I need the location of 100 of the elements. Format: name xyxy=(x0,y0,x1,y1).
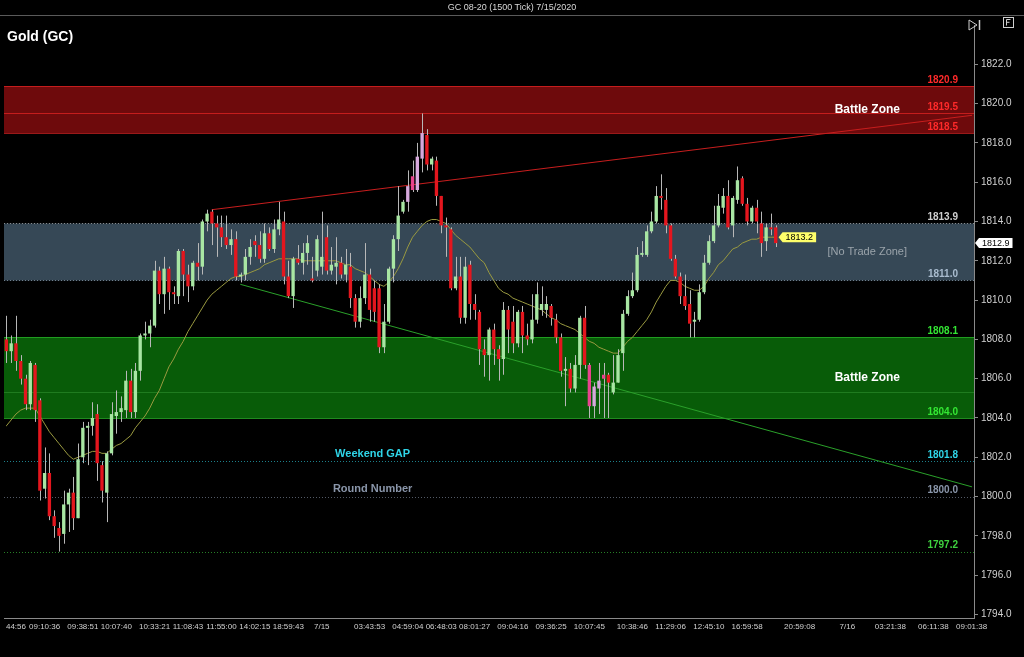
x-tick-label: 10:07:45 xyxy=(573,622,606,632)
candlestick xyxy=(549,303,553,327)
candlestick xyxy=(625,289,630,317)
x-tick-label: 12:45:10 xyxy=(693,622,725,632)
candlestick xyxy=(9,334,13,364)
candlestick xyxy=(272,219,276,254)
y-tick-label: 1814.0 xyxy=(981,215,1013,227)
y-tick-label: 1800.0 xyxy=(981,490,1013,502)
candlestick xyxy=(678,272,682,305)
ref-line-label: 1804.0 xyxy=(927,405,959,417)
x-tick-label: 10:33:21 xyxy=(138,622,171,632)
candlestick xyxy=(214,215,219,258)
x-tick-label: 14:02:15 xyxy=(239,622,271,632)
x-tick-label: 11:29:06 xyxy=(655,622,687,632)
x-tick-label: 11:55:00 xyxy=(206,622,238,632)
candlestick xyxy=(602,362,606,419)
candlestick xyxy=(673,254,678,279)
candlestick xyxy=(219,215,224,248)
x-tick-label: 04:59:04 xyxy=(392,622,424,632)
candlestick xyxy=(57,521,61,553)
candlestick xyxy=(42,446,47,500)
candlestick xyxy=(300,242,305,276)
candlestick xyxy=(339,256,343,279)
candlestick xyxy=(649,211,654,234)
x-tick-label: 20:59:08 xyxy=(784,622,816,632)
chart-title: Gold (GC) xyxy=(7,28,74,44)
x-tick-label: 09:10:36 xyxy=(29,622,61,632)
candlestick xyxy=(305,234,310,266)
ref-line-label: 1801.8 xyxy=(927,448,959,460)
x-tick-label: 06:48:03 xyxy=(425,622,458,632)
band-label: Battle Zone xyxy=(834,370,901,385)
data-label: 1813.2 xyxy=(785,232,814,243)
ref-line-label: 1797.2 xyxy=(927,539,959,551)
candlestick xyxy=(568,362,572,393)
x-tick-label: 09:01:38 xyxy=(956,622,988,632)
y-tick-label: 1818.0 xyxy=(981,136,1013,148)
candlestick xyxy=(482,338,486,378)
candlestick xyxy=(410,160,415,193)
annotation: Weekend GAP xyxy=(335,446,411,459)
x-tick-label: 09:04:16 xyxy=(497,622,530,632)
y-tick-label: 1810.0 xyxy=(981,293,1013,305)
candlestick xyxy=(444,217,448,258)
annotation: Round Number xyxy=(332,482,414,495)
x-tick-label: 7/16 xyxy=(839,622,856,632)
candlestick xyxy=(229,228,233,256)
ref-line-label: 1813.9 xyxy=(927,211,959,223)
y-tick-label: 1822.0 xyxy=(981,58,1013,70)
candlestick xyxy=(296,244,300,266)
candlestick xyxy=(544,295,549,319)
candlestick xyxy=(764,222,768,252)
x-tick-label: 16:59:58 xyxy=(731,622,764,632)
candlestick xyxy=(525,323,529,346)
candlestick xyxy=(630,272,635,299)
y-tick-label: 1812.0 xyxy=(981,254,1013,266)
candlestick xyxy=(573,354,577,393)
candlestick xyxy=(205,209,209,232)
y-tick-label: 1804.0 xyxy=(981,411,1013,423)
candlestick xyxy=(4,315,9,364)
y-tick-label: 1820.0 xyxy=(981,97,1013,109)
candlestick xyxy=(353,293,357,329)
candlestick xyxy=(606,372,611,419)
candlestick xyxy=(114,389,118,435)
x-tick-label: 44:56 xyxy=(5,622,27,632)
candlestick xyxy=(14,315,18,372)
candlestick xyxy=(267,226,271,252)
x-tick-label: 03:43:53 xyxy=(353,622,386,632)
y-tick-label: 1808.0 xyxy=(981,333,1013,345)
x-tick-label: 10:38:46 xyxy=(616,622,649,632)
x-tick-label: 18:59:43 xyxy=(272,622,305,632)
candlestick xyxy=(195,242,200,281)
candlestick xyxy=(257,230,262,264)
candlestick xyxy=(90,401,95,437)
candlestick xyxy=(52,509,56,539)
candlestick xyxy=(224,215,228,250)
candlestick xyxy=(554,313,558,344)
ref-line-label: 1800.0 xyxy=(927,484,959,496)
ref-line-label: 1819.5 xyxy=(927,101,959,113)
x-tick-label: 10:07:40 xyxy=(100,622,133,632)
y-tick-label: 1796.0 xyxy=(981,568,1013,580)
y-tick-label: 1816.0 xyxy=(981,175,1013,187)
candlestick xyxy=(343,248,348,283)
x-tick-label: 08:01:27 xyxy=(459,622,491,632)
candlestick xyxy=(530,293,534,344)
band-label: Battle Zone xyxy=(834,101,901,116)
y-tick-label: 1802.0 xyxy=(981,451,1013,463)
candlestick xyxy=(167,266,171,311)
band-label: [No Trade Zone] xyxy=(827,244,908,257)
x-tick-label: 09:36:25 xyxy=(535,622,568,632)
candlestick xyxy=(181,248,185,297)
y-tick-label: 1806.0 xyxy=(981,372,1013,384)
candlestick xyxy=(186,264,190,303)
y-tick-label: 1798.0 xyxy=(981,529,1013,541)
text: 1812.9 xyxy=(982,238,1010,249)
candlestick xyxy=(406,169,410,213)
candlestick xyxy=(659,173,663,211)
ref-line-label: 1811.0 xyxy=(927,268,959,280)
candlestick xyxy=(496,344,501,382)
chart-subtitle: GC 08-20 (1500 Tick) 7/15/2020 xyxy=(0,0,1024,16)
candlestick xyxy=(759,211,764,258)
x-tick-label: 7/15 xyxy=(313,622,331,632)
